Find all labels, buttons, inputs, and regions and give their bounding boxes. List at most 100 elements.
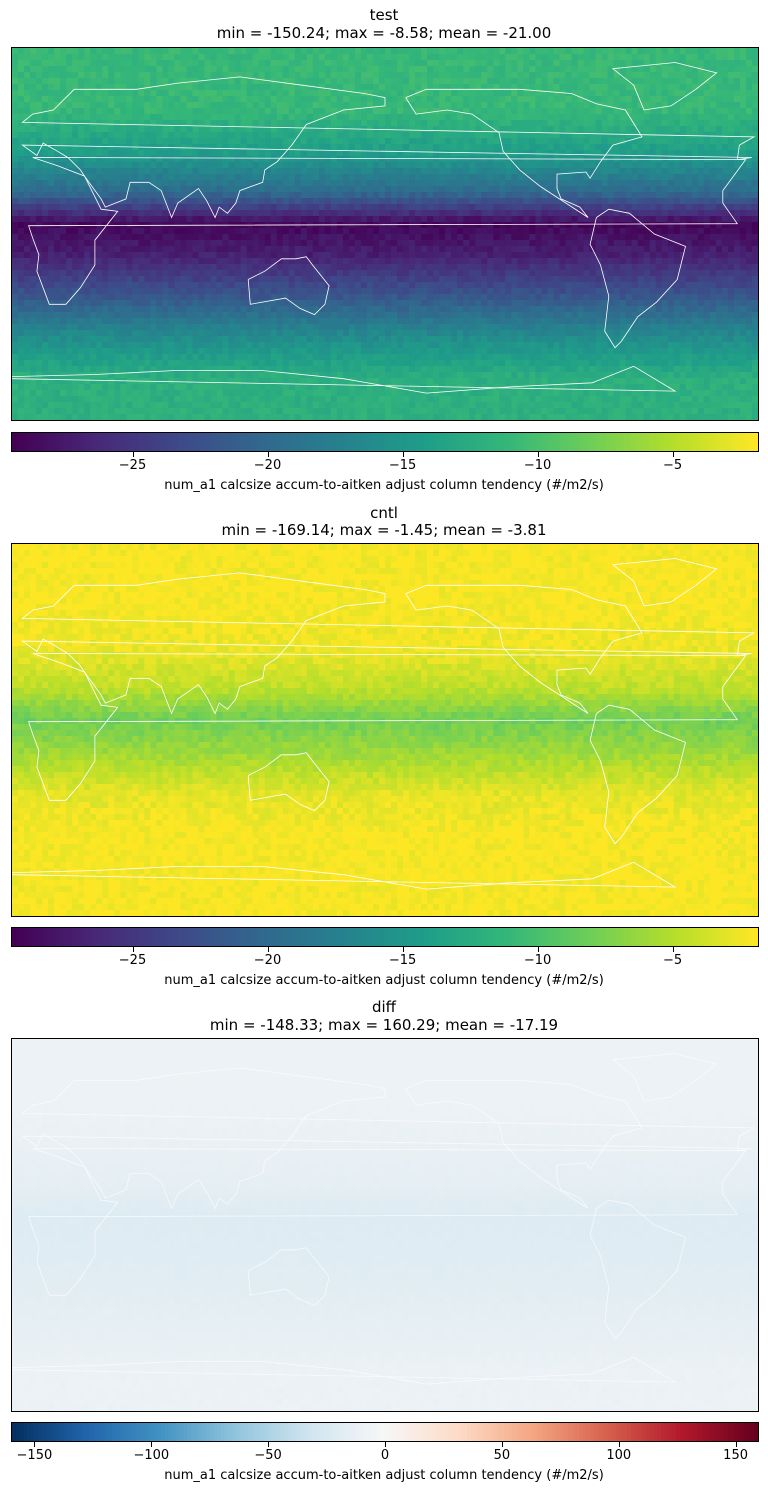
heatmap-cell — [661, 144, 669, 151]
heatmap-cell — [18, 222, 25, 229]
heatmap-cell — [655, 216, 663, 223]
heatmap-cell — [138, 276, 145, 283]
heatmap-cell — [727, 54, 735, 61]
heatmap-cell — [499, 246, 506, 253]
heatmap-cell — [607, 84, 615, 91]
heatmap-cell — [234, 186, 242, 193]
heatmap-cell — [312, 204, 320, 211]
heatmap-cell — [312, 234, 320, 241]
heatmap-cell — [481, 66, 488, 73]
heatmap-cell — [306, 156, 314, 163]
heatmap-cell — [282, 96, 290, 103]
heatmap-cell — [427, 258, 434, 265]
heatmap-cell — [66, 54, 73, 61]
heatmap-cell — [348, 168, 356, 175]
heatmap-cell — [667, 144, 675, 151]
heatmap-cell — [469, 186, 476, 193]
heatmap-cell — [282, 252, 290, 259]
heatmap-cell — [300, 234, 308, 241]
heatmap-cell — [469, 246, 476, 253]
heatmap-cell — [391, 222, 398, 229]
heatmap-cell — [727, 270, 735, 277]
heatmap-cell — [613, 72, 621, 79]
heatmap-cell — [342, 72, 350, 79]
heatmap-cell — [318, 192, 326, 199]
heatmap-cell — [475, 150, 482, 157]
heatmap-cell — [547, 246, 555, 253]
heatmap-cell — [258, 210, 266, 217]
heatmap-cell — [607, 138, 615, 145]
heatmap-cell — [403, 150, 410, 157]
heatmap-cell — [523, 246, 530, 253]
heatmap-cell — [487, 204, 494, 211]
heatmap-cell — [655, 48, 663, 55]
heatmap-cell — [132, 186, 139, 193]
heatmap-cell — [12, 240, 19, 247]
heatmap-cell — [529, 258, 537, 265]
heatmap-cell — [252, 162, 260, 169]
heatmap-cell — [697, 234, 705, 241]
heatmap-cell — [727, 228, 735, 235]
heatmap-cell — [499, 138, 506, 145]
heatmap-cell — [595, 192, 603, 199]
heatmap-cell — [138, 120, 145, 127]
heatmap-cell — [745, 126, 753, 133]
heatmap-cell — [439, 78, 446, 85]
heatmap-cell — [294, 282, 302, 289]
heatmap-cell — [210, 162, 218, 169]
heatmap-cell — [12, 162, 19, 169]
heatmap-cell — [739, 60, 747, 67]
heatmap-cell — [318, 66, 326, 73]
heatmap-cell — [354, 276, 362, 283]
heatmap-cell — [415, 282, 422, 289]
heatmap-cell — [360, 258, 368, 265]
heatmap-cell — [409, 216, 416, 223]
heatmap-cell — [577, 282, 585, 289]
heatmap-cell — [318, 264, 326, 271]
heatmap-cell — [541, 66, 549, 73]
heatmap-cell — [637, 96, 645, 103]
heatmap-cell — [318, 198, 326, 205]
heatmap-cell — [264, 234, 272, 241]
heatmap-cell — [330, 90, 338, 97]
heatmap-cell — [114, 180, 121, 187]
heatmap-cell — [276, 192, 284, 199]
heatmap-cell — [156, 126, 164, 133]
heatmap-cell — [709, 60, 717, 67]
heatmap-cell — [457, 102, 464, 109]
heatmap-cell — [661, 192, 669, 199]
heatmap-cell — [168, 282, 176, 289]
heatmap-cell — [667, 114, 675, 121]
heatmap-cell — [228, 54, 236, 61]
heatmap-cell — [709, 120, 717, 127]
heatmap-cell — [354, 264, 362, 271]
heatmap-cell — [276, 114, 284, 121]
heatmap-cell — [90, 156, 97, 163]
heatmap-cell — [360, 192, 368, 199]
heatmap-cell — [697, 210, 705, 217]
heatmap-cell — [36, 60, 43, 67]
heatmap-cell — [18, 192, 25, 199]
heatmap-cell — [727, 90, 735, 97]
heatmap-cell — [673, 108, 681, 115]
heatmap-cell — [559, 114, 567, 121]
heatmap-cell — [300, 132, 308, 139]
heatmap-cell — [246, 192, 254, 199]
heatmap-cell — [499, 102, 506, 109]
heatmap-cell — [415, 186, 422, 193]
heatmap-cell — [511, 54, 518, 61]
heatmap-cell — [132, 66, 139, 73]
heatmap-cell — [12, 180, 19, 187]
heatmap-cell — [90, 210, 97, 217]
heatmap-cell — [300, 72, 308, 79]
heatmap-cell — [457, 150, 464, 157]
heatmap-cell — [342, 240, 350, 247]
heatmap-cell — [613, 108, 621, 115]
heatmap-cell — [655, 252, 663, 259]
heatmap-cell — [505, 222, 512, 229]
heatmap-cell — [673, 102, 681, 109]
heatmap-cell — [559, 102, 567, 109]
heatmap-cell — [583, 150, 591, 157]
heatmap-cell — [372, 198, 380, 205]
heatmap-cell — [667, 186, 675, 193]
